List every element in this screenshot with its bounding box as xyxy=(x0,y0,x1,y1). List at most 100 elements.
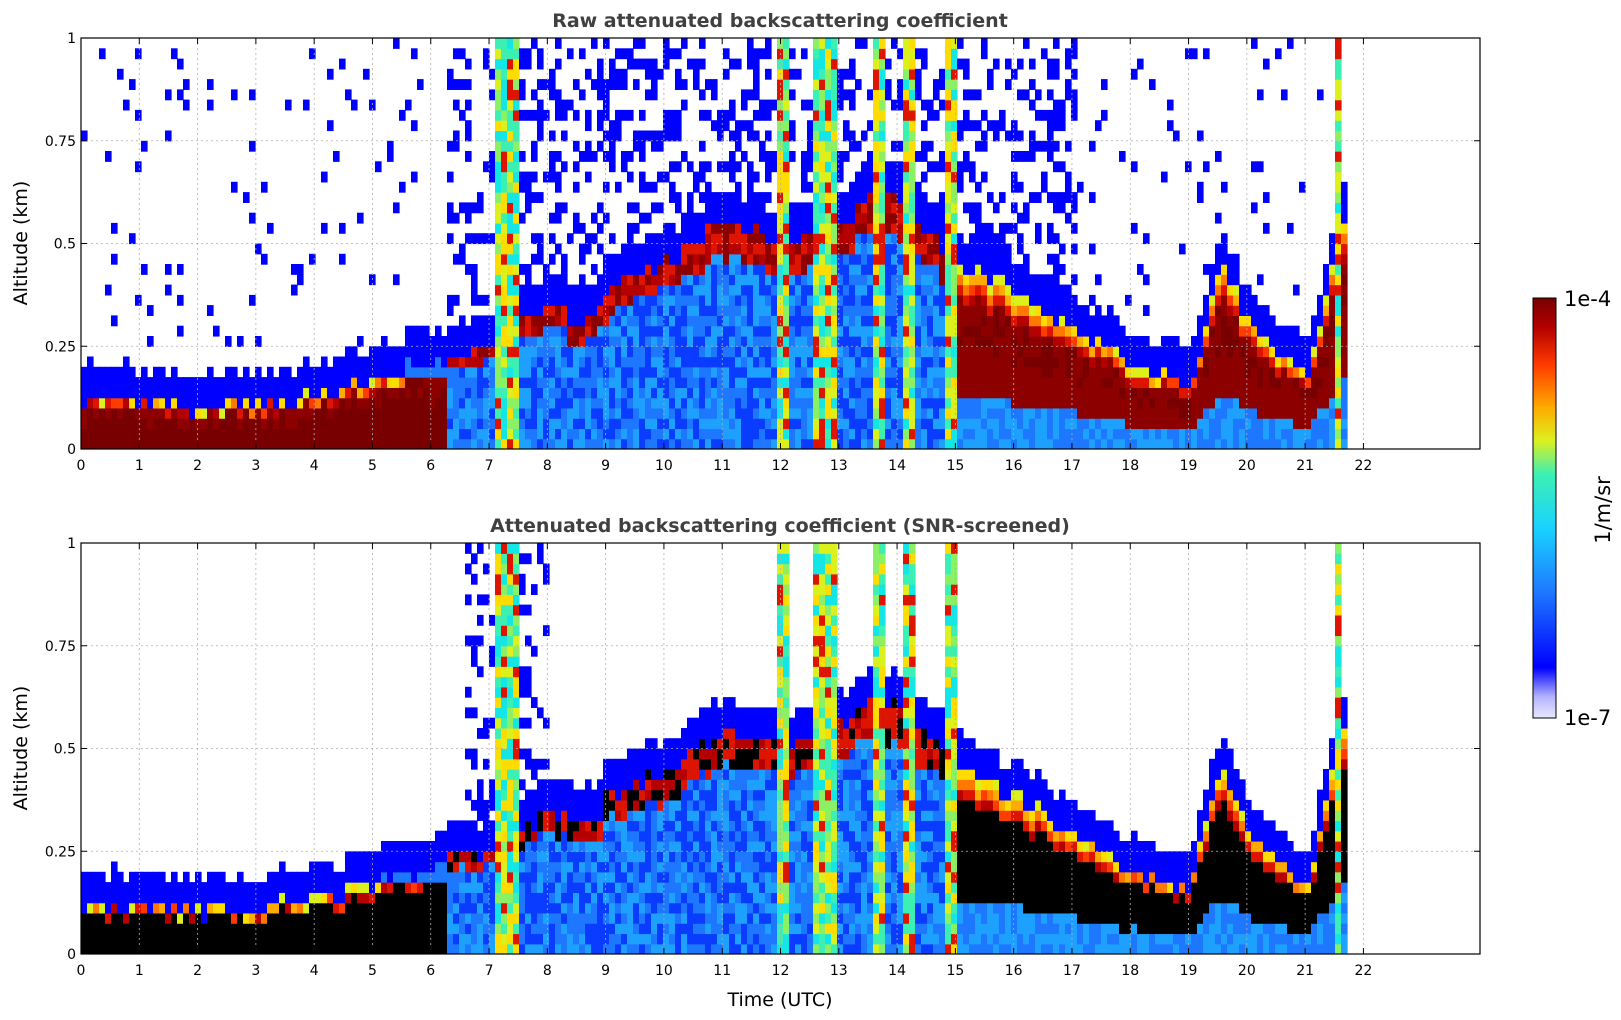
heatmap-cell xyxy=(207,99,214,111)
heatmap-cell xyxy=(507,387,514,399)
heatmap-cell xyxy=(207,387,214,399)
heatmap-cell xyxy=(537,48,544,60)
heatmap-cell xyxy=(945,151,952,162)
heatmap-cell xyxy=(315,933,322,945)
heatmap-cell xyxy=(1257,366,1264,378)
heatmap-cell xyxy=(141,943,148,954)
heatmap-cell xyxy=(1035,222,1042,234)
heatmap-cell xyxy=(207,366,214,378)
heatmap-cell xyxy=(735,181,742,193)
heatmap-cell xyxy=(369,871,376,883)
heatmap-cell xyxy=(579,48,586,60)
heatmap-cell xyxy=(585,428,592,440)
heatmap-cell xyxy=(351,902,358,914)
heatmap-cell xyxy=(669,325,676,337)
heatmap-cell xyxy=(357,336,364,347)
heatmap-cell xyxy=(729,356,736,368)
heatmap-cell xyxy=(1059,356,1066,368)
heatmap-cell xyxy=(1053,397,1060,409)
heatmap-cell xyxy=(813,243,820,255)
heatmap-cell xyxy=(891,336,898,347)
heatmap-cell xyxy=(747,171,754,183)
heatmap-cell xyxy=(651,130,658,142)
heatmap-cell xyxy=(945,397,952,409)
heatmap-cell xyxy=(909,243,916,255)
heatmap-cell xyxy=(813,294,820,306)
heatmap-cell xyxy=(801,315,808,327)
heatmap-cell xyxy=(1239,428,1246,440)
heatmap-cell xyxy=(345,871,352,883)
heatmap-cell xyxy=(993,397,1000,409)
heatmap-cell xyxy=(915,264,922,275)
heatmap-cell xyxy=(249,397,256,409)
heatmap-cell xyxy=(855,387,862,399)
heatmap-cell xyxy=(681,79,688,90)
heatmap-cell xyxy=(279,882,286,893)
heatmap-cell xyxy=(351,943,358,954)
heatmap-cell xyxy=(471,438,478,449)
heatmap-cell xyxy=(849,284,856,296)
heatmap-cell xyxy=(1077,181,1084,193)
heatmap-cell xyxy=(333,902,340,914)
heatmap-cell xyxy=(93,933,100,945)
heatmap-cell xyxy=(567,48,574,60)
heatmap-cell xyxy=(693,377,700,388)
heatmap-cell xyxy=(153,882,160,893)
heatmap-cell xyxy=(417,912,424,924)
heatmap-cell xyxy=(537,130,544,142)
heatmap-cell xyxy=(651,407,658,419)
heatmap-cell xyxy=(807,130,814,142)
heatmap-cell xyxy=(915,418,922,430)
heatmap-cell xyxy=(1245,284,1252,296)
heatmap-cell xyxy=(357,407,364,419)
heatmap-cell xyxy=(1059,192,1066,203)
heatmap-cell xyxy=(1335,79,1342,90)
heatmap-cell xyxy=(453,418,460,430)
heatmap-cell xyxy=(747,284,754,296)
heatmap-cell xyxy=(885,346,892,358)
heatmap-cell xyxy=(621,325,628,337)
heatmap-cell xyxy=(351,428,358,440)
heatmap-cell xyxy=(879,120,886,132)
heatmap-cell xyxy=(1203,336,1210,347)
heatmap-cell xyxy=(213,912,220,924)
heatmap-cell xyxy=(591,428,598,440)
heatmap-cell xyxy=(573,79,580,90)
heatmap-cell xyxy=(369,356,376,368)
heatmap-cell xyxy=(177,882,184,893)
heatmap-cell xyxy=(1053,284,1060,296)
heatmap-cell xyxy=(507,109,514,121)
heatmap-cell xyxy=(507,438,514,449)
heatmap-cell xyxy=(315,892,322,904)
heatmap-cell xyxy=(1281,407,1288,419)
heatmap-cell xyxy=(567,428,574,440)
heatmap-cell xyxy=(1245,315,1252,327)
heatmap-cell xyxy=(1269,387,1276,399)
heatmap-cell xyxy=(231,902,238,914)
heatmap-cell xyxy=(537,325,544,337)
heatmap-cell xyxy=(1215,315,1222,327)
heatmap-cell xyxy=(249,902,256,914)
heatmap-cell xyxy=(723,120,730,132)
heatmap-cell xyxy=(813,58,820,70)
heatmap-cell xyxy=(465,120,472,132)
heatmap-cell xyxy=(585,438,592,449)
heatmap-cell xyxy=(1227,387,1234,399)
heatmap-cell xyxy=(903,130,910,142)
heatmap-cell xyxy=(735,387,742,399)
heatmap-cell xyxy=(759,387,766,399)
heatmap-cell xyxy=(1215,284,1222,296)
heatmap-cell xyxy=(1131,366,1138,378)
heatmap-cell xyxy=(405,871,412,883)
heatmap-cell xyxy=(1053,294,1060,306)
heatmap-cell xyxy=(753,192,760,203)
heatmap-cell xyxy=(669,243,676,255)
heatmap-cell xyxy=(1035,294,1042,306)
heatmap-cell xyxy=(909,346,916,358)
heatmap-cell xyxy=(1275,387,1282,399)
heatmap-cell xyxy=(1023,274,1030,286)
heatmap-cell xyxy=(1203,438,1210,449)
heatmap-cell xyxy=(231,407,238,419)
heatmap-cell xyxy=(861,294,868,306)
heatmap-cell xyxy=(267,882,274,893)
